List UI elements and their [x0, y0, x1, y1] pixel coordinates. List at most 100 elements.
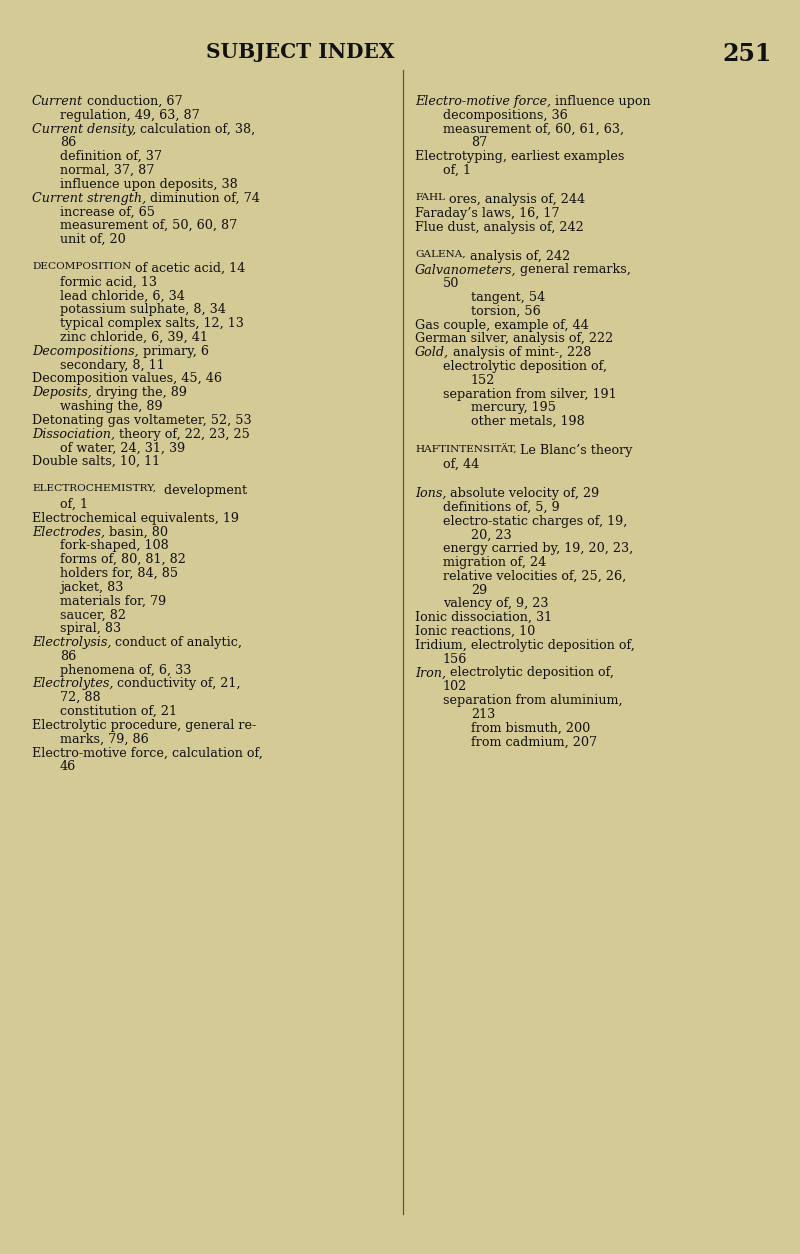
Text: Ionic dissociation, 31: Ionic dissociation, 31	[415, 611, 552, 624]
Text: Double salts, 10, 11: Double salts, 10, 11	[32, 455, 160, 468]
Text: definitions of, 5, 9: definitions of, 5, 9	[443, 500, 560, 514]
Text: FAHL: FAHL	[415, 193, 445, 202]
Text: HAFTINTENSITÄT,: HAFTINTENSITÄT,	[415, 444, 517, 454]
Text: torsion, 56: torsion, 56	[471, 305, 541, 317]
Text: DECOMPOSITION: DECOMPOSITION	[32, 262, 131, 271]
Text: development: development	[156, 484, 247, 497]
Text: Iron,: Iron,	[415, 666, 446, 680]
Text: Electrotyping, earliest examples: Electrotyping, earliest examples	[415, 150, 624, 163]
Text: Current: Current	[32, 95, 83, 108]
Text: secondary, 8, 11: secondary, 8, 11	[60, 359, 165, 371]
Text: of water, 24, 31, 39: of water, 24, 31, 39	[60, 441, 186, 454]
Text: definition of, 37: definition of, 37	[60, 150, 162, 163]
Text: of, 1: of, 1	[60, 498, 88, 510]
Text: holders for, 84, 85: holders for, 84, 85	[60, 567, 178, 579]
Text: 102: 102	[443, 680, 467, 693]
Text: primary, 6: primary, 6	[138, 345, 209, 357]
Text: drying the, 89: drying the, 89	[92, 386, 186, 399]
Text: Electro-motive force, calculation of,: Electro-motive force, calculation of,	[32, 746, 263, 760]
Text: 29: 29	[471, 583, 487, 597]
Text: measurement of, 60, 61, 63,: measurement of, 60, 61, 63,	[443, 123, 624, 135]
Text: 86: 86	[60, 650, 76, 663]
Text: Deposits,: Deposits,	[32, 386, 92, 399]
Text: GALENA,: GALENA,	[415, 250, 466, 258]
Text: SUBJECT INDEX: SUBJECT INDEX	[206, 41, 394, 61]
Text: 86: 86	[60, 137, 76, 149]
Text: Galvanometers,: Galvanometers,	[415, 263, 517, 276]
Text: phenomena of, 6, 33: phenomena of, 6, 33	[60, 663, 191, 677]
Text: migration of, 24: migration of, 24	[443, 556, 546, 569]
Text: spiral, 83: spiral, 83	[60, 622, 121, 636]
Text: energy carried by, 19, 20, 23,: energy carried by, 19, 20, 23,	[443, 542, 634, 556]
Text: forms of, 80, 81, 82: forms of, 80, 81, 82	[60, 553, 186, 566]
Text: of, 44: of, 44	[443, 458, 479, 472]
Text: general remarks,: general remarks,	[517, 263, 631, 276]
Text: Electrodes,: Electrodes,	[32, 525, 105, 538]
Text: mercury, 195: mercury, 195	[471, 401, 556, 414]
Text: zinc chloride, 6, 39, 41: zinc chloride, 6, 39, 41	[60, 331, 208, 344]
Text: conduction, 67: conduction, 67	[83, 95, 182, 108]
Text: marks, 79, 86: marks, 79, 86	[60, 732, 149, 746]
Text: Electrolytes,: Electrolytes,	[32, 677, 114, 691]
Text: analysis of, 242: analysis of, 242	[466, 250, 570, 262]
Text: Le Blanc’s theory: Le Blanc’s theory	[517, 444, 633, 458]
Text: washing the, 89: washing the, 89	[60, 400, 162, 413]
Text: of acetic acid, 14: of acetic acid, 14	[131, 262, 246, 275]
Text: influence upon deposits, 38: influence upon deposits, 38	[60, 178, 238, 191]
Text: Electrolysis,: Electrolysis,	[32, 636, 111, 650]
Text: theory of, 22, 23, 25: theory of, 22, 23, 25	[115, 428, 250, 440]
Text: 251: 251	[722, 41, 772, 66]
Text: relative velocities of, 25, 26,: relative velocities of, 25, 26,	[443, 569, 626, 583]
Text: saucer, 82: saucer, 82	[60, 608, 126, 622]
Text: electrolytic deposition of,: electrolytic deposition of,	[443, 360, 607, 372]
Text: potassium sulphate, 8, 34: potassium sulphate, 8, 34	[60, 303, 226, 316]
Text: regulation, 49, 63, 87: regulation, 49, 63, 87	[60, 109, 200, 122]
Text: 20, 23: 20, 23	[471, 528, 512, 542]
Text: Dissociation,: Dissociation,	[32, 428, 115, 440]
Text: conductivity of, 21,: conductivity of, 21,	[114, 677, 241, 691]
Text: unit of, 20: unit of, 20	[60, 233, 126, 246]
Text: Decompositions,: Decompositions,	[32, 345, 138, 357]
Text: basin, 80: basin, 80	[105, 525, 168, 538]
Text: Electrolytic procedure, general re-: Electrolytic procedure, general re-	[32, 719, 256, 732]
Text: valency of, 9, 23: valency of, 9, 23	[443, 597, 549, 611]
Text: from cadmium, 207: from cadmium, 207	[471, 735, 597, 749]
Text: German silver, analysis of, 222: German silver, analysis of, 222	[415, 332, 614, 345]
Text: formic acid, 13: formic acid, 13	[60, 276, 157, 288]
Text: Detonating gas voltameter, 52, 53: Detonating gas voltameter, 52, 53	[32, 414, 252, 426]
Text: 87: 87	[471, 137, 487, 149]
Text: constitution of, 21: constitution of, 21	[60, 705, 177, 719]
Text: measurement of, 50, 60, 87: measurement of, 50, 60, 87	[60, 219, 238, 232]
Text: Gas couple, example of, 44: Gas couple, example of, 44	[415, 319, 589, 331]
Text: conduct of analytic,: conduct of analytic,	[111, 636, 242, 650]
Text: increase of, 65: increase of, 65	[60, 206, 155, 218]
Text: electrolytic deposition of,: electrolytic deposition of,	[446, 666, 614, 680]
Text: 72, 88: 72, 88	[60, 691, 101, 705]
Text: Current strength,: Current strength,	[32, 192, 146, 204]
Text: 152: 152	[471, 374, 495, 386]
Text: Electro-motive force,: Electro-motive force,	[415, 95, 551, 108]
Text: separation from aluminium,: separation from aluminium,	[443, 693, 622, 707]
Text: ores, analysis of, 244: ores, analysis of, 244	[445, 193, 585, 206]
Text: normal, 37, 87: normal, 37, 87	[60, 164, 154, 177]
Text: jacket, 83: jacket, 83	[60, 581, 123, 593]
Text: ELECTROCHEMISTRY,: ELECTROCHEMISTRY,	[32, 484, 156, 493]
Text: Gold,: Gold,	[415, 346, 449, 359]
Text: diminution of, 74: diminution of, 74	[146, 192, 260, 204]
Text: Electrochemical equivalents, 19: Electrochemical equivalents, 19	[32, 512, 239, 524]
Text: 213: 213	[471, 707, 495, 721]
Text: tangent, 54: tangent, 54	[471, 291, 546, 303]
Text: Faraday’s laws, 16, 17: Faraday’s laws, 16, 17	[415, 207, 559, 219]
Text: typical complex salts, 12, 13: typical complex salts, 12, 13	[60, 317, 244, 330]
Text: decompositions, 36: decompositions, 36	[443, 109, 568, 122]
Text: Ions,: Ions,	[415, 487, 446, 500]
Text: materials for, 79: materials for, 79	[60, 594, 166, 607]
Text: Flue dust, analysis of, 242: Flue dust, analysis of, 242	[415, 221, 584, 233]
Text: Ionic reactions, 10: Ionic reactions, 10	[415, 624, 535, 638]
Text: separation from silver, 191: separation from silver, 191	[443, 387, 617, 400]
Text: Decomposition values, 45, 46: Decomposition values, 45, 46	[32, 372, 222, 385]
Text: from bismuth, 200: from bismuth, 200	[471, 721, 590, 735]
Text: 50: 50	[443, 277, 459, 290]
Text: calculation of, 38,: calculation of, 38,	[136, 123, 255, 135]
Text: influence upon: influence upon	[551, 95, 650, 108]
